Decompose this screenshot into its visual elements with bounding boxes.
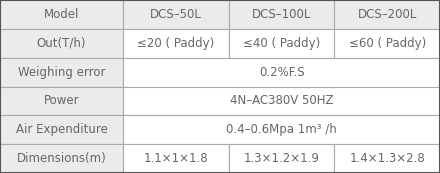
Text: DCS–100L: DCS–100L: [252, 8, 311, 21]
Text: Out(T/h): Out(T/h): [37, 37, 86, 50]
Text: 1.3×1.2×1.9: 1.3×1.2×1.9: [244, 152, 319, 165]
Bar: [0, 115, 123, 144]
Bar: [123, 0, 229, 29]
Bar: [123, 115, 440, 144]
Bar: [123, 144, 229, 173]
Text: Weighing error: Weighing error: [18, 66, 105, 79]
Text: 0.2%F.S: 0.2%F.S: [259, 66, 304, 79]
Text: Model: Model: [44, 8, 79, 21]
Bar: [123, 86, 440, 115]
Bar: [334, 29, 440, 58]
Bar: [334, 0, 440, 29]
Text: Air Expenditure: Air Expenditure: [16, 123, 107, 136]
Bar: [0, 0, 123, 29]
Bar: [334, 144, 440, 173]
Bar: [0, 86, 123, 115]
Bar: [229, 0, 334, 29]
Text: DCS–50L: DCS–50L: [150, 8, 202, 21]
Text: 4N–AC380V 50HZ: 4N–AC380V 50HZ: [230, 94, 334, 107]
Text: 1.1×1×1.8: 1.1×1×1.8: [144, 152, 208, 165]
Bar: [229, 144, 334, 173]
Bar: [123, 58, 440, 86]
Bar: [229, 29, 334, 58]
Bar: [0, 144, 123, 173]
Text: 0.4–0.6Mpa 1m³ /h: 0.4–0.6Mpa 1m³ /h: [226, 123, 337, 136]
Bar: [123, 29, 229, 58]
Text: ≤40 ( Paddy): ≤40 ( Paddy): [243, 37, 320, 50]
Text: DCS–200L: DCS–200L: [358, 8, 417, 21]
Text: ≤60 ( Paddy): ≤60 ( Paddy): [348, 37, 426, 50]
Text: Power: Power: [44, 94, 79, 107]
Text: ≤20 ( Paddy): ≤20 ( Paddy): [137, 37, 215, 50]
Bar: [0, 58, 123, 86]
Bar: [0, 29, 123, 58]
Text: 1.4×1.3×2.8: 1.4×1.3×2.8: [349, 152, 425, 165]
Text: Dimensions(m): Dimensions(m): [17, 152, 106, 165]
